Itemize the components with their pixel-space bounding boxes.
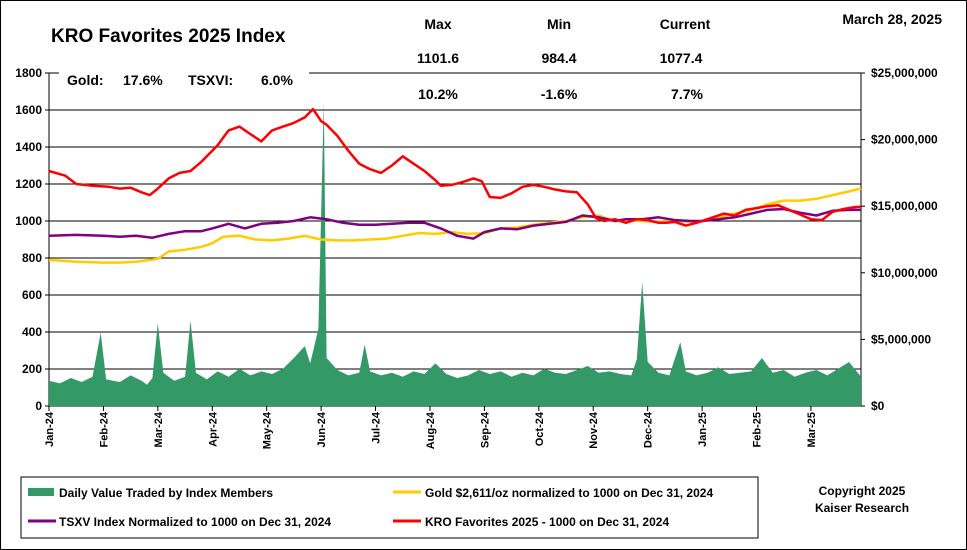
- max-label: Max: [424, 16, 451, 32]
- x-tick-label: Jan-24: [44, 411, 56, 447]
- x-tick-label: Jul-24: [371, 411, 383, 444]
- x-tick-label: Oct-24: [534, 411, 546, 446]
- legend-label-kro: KRO Favorites 2025 - 1000 on Dec 31, 202…: [425, 515, 669, 529]
- left-tick-label: 1200: [15, 177, 42, 191]
- x-tick-label: Feb-25: [752, 412, 764, 447]
- chart-title: KRO Favorites 2025 Index: [51, 26, 286, 47]
- right-tick-label: $0: [871, 399, 885, 413]
- series-tsxv-line: [48, 207, 861, 240]
- gold-perf-label: Gold:: [67, 72, 104, 88]
- x-tick-label: Dec-24: [643, 411, 655, 448]
- legend-label-volume: Daily Value Traded by Index Members: [59, 486, 273, 500]
- min-value: 984.4: [541, 50, 576, 66]
- tsxvi-perf-label: TSXVI:: [188, 72, 233, 88]
- left-tick-label: 200: [22, 362, 42, 376]
- right-tick-label: $20,000,000: [871, 133, 938, 147]
- left-tick-label: 0: [35, 399, 42, 413]
- current-label: Current: [660, 16, 711, 32]
- left-tick-label: 1800: [15, 66, 42, 80]
- legend-box: [20, 476, 759, 539]
- series-kro-line: [48, 107, 862, 227]
- perf-box: [59, 69, 309, 89]
- series-volume-area: [49, 102, 861, 407]
- left-tick-label: 600: [22, 288, 42, 302]
- tsxvi-perf-value: 6.0%: [261, 72, 293, 88]
- plot-border: [48, 72, 862, 407]
- legend-label-gold: Gold $2,611/oz normalized to 1000 on Dec…: [425, 486, 713, 500]
- chart-date: March 28, 2025: [842, 11, 942, 27]
- x-tick-label: Jun-24: [316, 411, 328, 447]
- right-tick-label: $25,000,000: [871, 66, 938, 80]
- left-tick-label: 1600: [15, 103, 42, 117]
- copyright-line1: Copyright 2025: [819, 484, 906, 498]
- copyright-line2: Kaiser Research: [815, 501, 909, 515]
- left-tick-label: 800: [22, 251, 42, 265]
- x-tick-label: Nov-24: [588, 411, 600, 449]
- left-tick-label: 1000: [15, 214, 42, 228]
- max-value: 1101.6: [417, 50, 459, 66]
- current-pct: 7.7%: [671, 86, 703, 102]
- x-tick-label: Feb-24: [98, 411, 110, 447]
- right-tick-label: $15,000,000: [871, 199, 938, 213]
- right-tick-label: $5,000,000: [871, 332, 931, 346]
- x-tick-label: Jan-25: [697, 412, 709, 447]
- legend-swatch-volume: [28, 488, 54, 496]
- min-pct: -1.6%: [541, 86, 578, 102]
- x-tick-label: Apr-24: [207, 411, 219, 447]
- x-tick-label: May-24: [262, 411, 274, 449]
- current-value: 1077.4: [660, 50, 703, 66]
- min-label: Min: [547, 16, 571, 32]
- plot-area: 0 200 400 600 800 1000 1200 1400 1600 1800 $0 $5,00…: [15, 66, 938, 449]
- gold-perf-value: 17.6%: [123, 72, 163, 88]
- left-tick-label: 400: [22, 325, 42, 339]
- x-tick-label: Mar-24: [153, 411, 165, 447]
- x-tick-label: Sep-24: [479, 411, 491, 448]
- left-tick-label: 1400: [15, 140, 42, 154]
- right-tick-label: $10,000,000: [871, 266, 938, 280]
- max-pct: 10.2%: [418, 86, 458, 102]
- legend-label-tsxv: TSXV Index Normalized to 1000 on Dec 31,…: [59, 515, 331, 529]
- x-tick-label: Mar-25: [806, 412, 818, 447]
- x-tick-label: Aug-24: [425, 411, 437, 449]
